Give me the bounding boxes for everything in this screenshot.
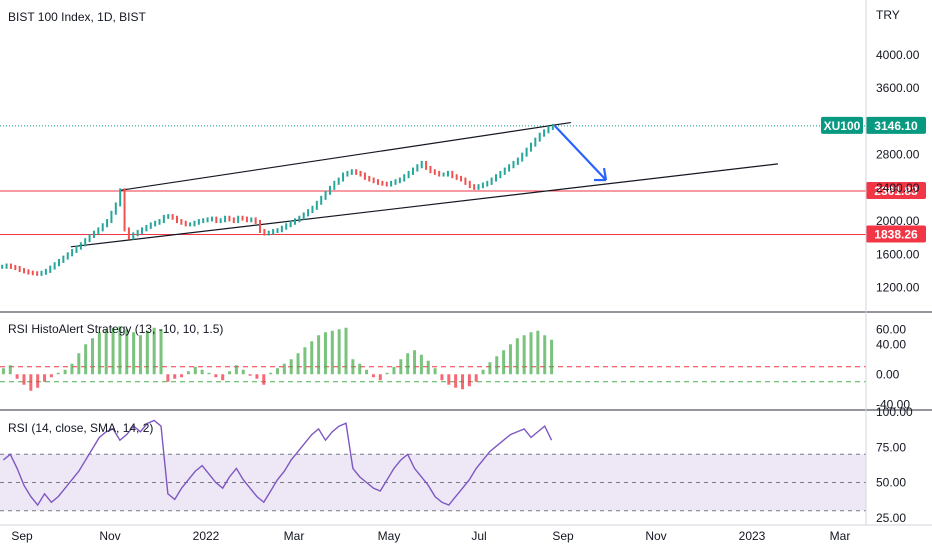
arrow-head-up — [602, 167, 608, 181]
rsi-tick-label: 100.00 — [876, 405, 913, 419]
price-tick-label: 4000.00 — [876, 48, 920, 62]
price-tick-label: 2000.00 — [876, 214, 920, 228]
time-tick-label: 2023 — [739, 529, 766, 543]
histo-levels — [0, 366, 866, 383]
time-tick-label: Sep — [552, 529, 574, 543]
time-tick-label: Mar — [830, 529, 851, 543]
level-tag — [866, 225, 926, 243]
histo-pane-title: RSI HistoAlert Strategy (13, -10, 10, 1.… — [8, 322, 223, 336]
time-tick-label: Sep — [11, 529, 33, 543]
channel-upper-line — [120, 121, 571, 191]
time-tick-label: Nov — [99, 529, 120, 543]
time-tick-label: 2022 — [193, 529, 220, 543]
level-tag-text: 2361.83 — [874, 184, 918, 198]
current-symbol-text: XU100 — [824, 119, 861, 133]
histo-bars — [1, 326, 554, 391]
rsi-line — [2, 419, 553, 507]
price-tick-label: 1200.00 — [876, 281, 920, 295]
level-tag — [866, 182, 926, 200]
price-tick-label: 2400.00 — [876, 181, 920, 195]
projection-arrow[interactable] — [554, 125, 608, 182]
rsi-histoalert-pane[interactable]: RSI HistoAlert Strategy (13, -10, 10, 1.… — [0, 322, 910, 411]
time-tick-label: Jul — [471, 529, 486, 543]
price-levels[interactable]: 2361.83 1838.26 — [0, 182, 926, 243]
price-axis[interactable]: 4000.00 3600.00 2800.00 2400.00 2000.00 1600.… — [876, 48, 920, 295]
current-price-text: 3146.10 — [874, 119, 918, 133]
currency-label: TRY — [876, 8, 900, 22]
time-tick-label: Nov — [645, 529, 666, 543]
time-tick-label: Mar — [284, 529, 305, 543]
rsi-pane-title: RSI (14, close, SMA, 14, 2) — [8, 421, 153, 435]
price-pane-title: BIST 100 Index, 1D, BIST — [8, 10, 147, 24]
channel-lower-line — [70, 163, 779, 248]
price-tick-label: 2800.00 — [876, 148, 920, 162]
price-tick-label: 1600.00 — [876, 247, 920, 261]
time-tick-label: May — [378, 529, 401, 543]
level-tag-text: 1838.26 — [874, 228, 918, 242]
rsi-tick-label: 25.00 — [876, 511, 906, 525]
price-tags: XU100 3146.10 — [821, 116, 926, 134]
histo-tick-label: 40.00 — [876, 337, 906, 351]
current-price-tag — [866, 116, 926, 134]
current-symbol-tag — [821, 116, 863, 134]
arrow-shaft — [554, 125, 607, 181]
price-candles — [1, 123, 554, 276]
rsi-tick-label: 75.00 — [876, 440, 906, 454]
histo-tick-label: 0.00 — [876, 367, 900, 381]
time-axis[interactable]: Sep Nov 2022 Mar May Jul Sep Nov 2023 Mar — [11, 529, 850, 543]
rsi-series-line — [2, 419, 553, 507]
histo-tick-label: -40.00 — [876, 397, 910, 411]
rsi-axis[interactable]: 100.00 75.00 50.00 25.00 — [876, 405, 913, 525]
rsi-band — [0, 453, 866, 512]
channel-trendlines[interactable] — [70, 121, 779, 248]
price-tick-label: 3600.00 — [876, 81, 920, 95]
histo-tick-label: 60.00 — [876, 322, 906, 336]
rsi-pane[interactable]: RSI (14, close, SMA, 14, 2) 100.00 75.00 5… — [0, 405, 913, 525]
rsi-tick-label: 50.00 — [876, 476, 906, 490]
